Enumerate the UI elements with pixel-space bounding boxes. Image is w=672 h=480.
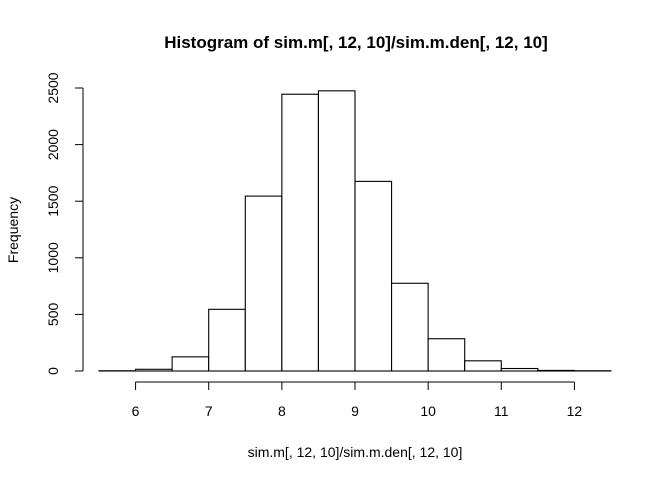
histogram-bar [464, 360, 502, 372]
y-tick-label: 0 [45, 367, 61, 375]
histogram-bar [391, 282, 429, 372]
x-tick-label: 6 [132, 403, 140, 419]
x-tick-label: 10 [420, 403, 436, 419]
histogram-bar [171, 356, 210, 372]
histogram-bar [281, 93, 319, 372]
x-tick-label: 11 [494, 403, 509, 419]
histogram-bars [98, 90, 612, 372]
y-tick-label: 2500 [45, 72, 61, 103]
y-axis: 0 500 1000 1500 2000 2500 [45, 72, 84, 375]
histogram-bar [244, 195, 283, 372]
histogram-bar [135, 368, 173, 372]
histogram-bar [500, 367, 539, 372]
histogram-bar [317, 90, 356, 372]
x-tick-label: 12 [567, 403, 583, 419]
y-axis-label: Frequency [5, 197, 21, 263]
x-axis: 6 7 8 9 10 11 12 [132, 381, 583, 419]
chart-title: Histogram of sim.m[, 12, 10]/sim.m.den[,… [164, 33, 548, 52]
histogram-bar [427, 338, 466, 372]
x-axis-label: sim.m[, 12, 10]/sim.m.den[, 12, 10] [248, 444, 463, 460]
histogram-bar [208, 308, 246, 372]
y-tick-label: 1000 [45, 242, 61, 273]
x-tick-label: 7 [205, 403, 213, 419]
histogram-bar [354, 180, 393, 372]
x-tick-label: 8 [278, 403, 286, 419]
y-tick-label: 2000 [45, 129, 61, 160]
y-tick-label: 1500 [45, 185, 61, 216]
histogram-bar [537, 369, 575, 372]
x-tick-label: 9 [351, 403, 359, 419]
y-tick-label: 500 [45, 303, 61, 327]
